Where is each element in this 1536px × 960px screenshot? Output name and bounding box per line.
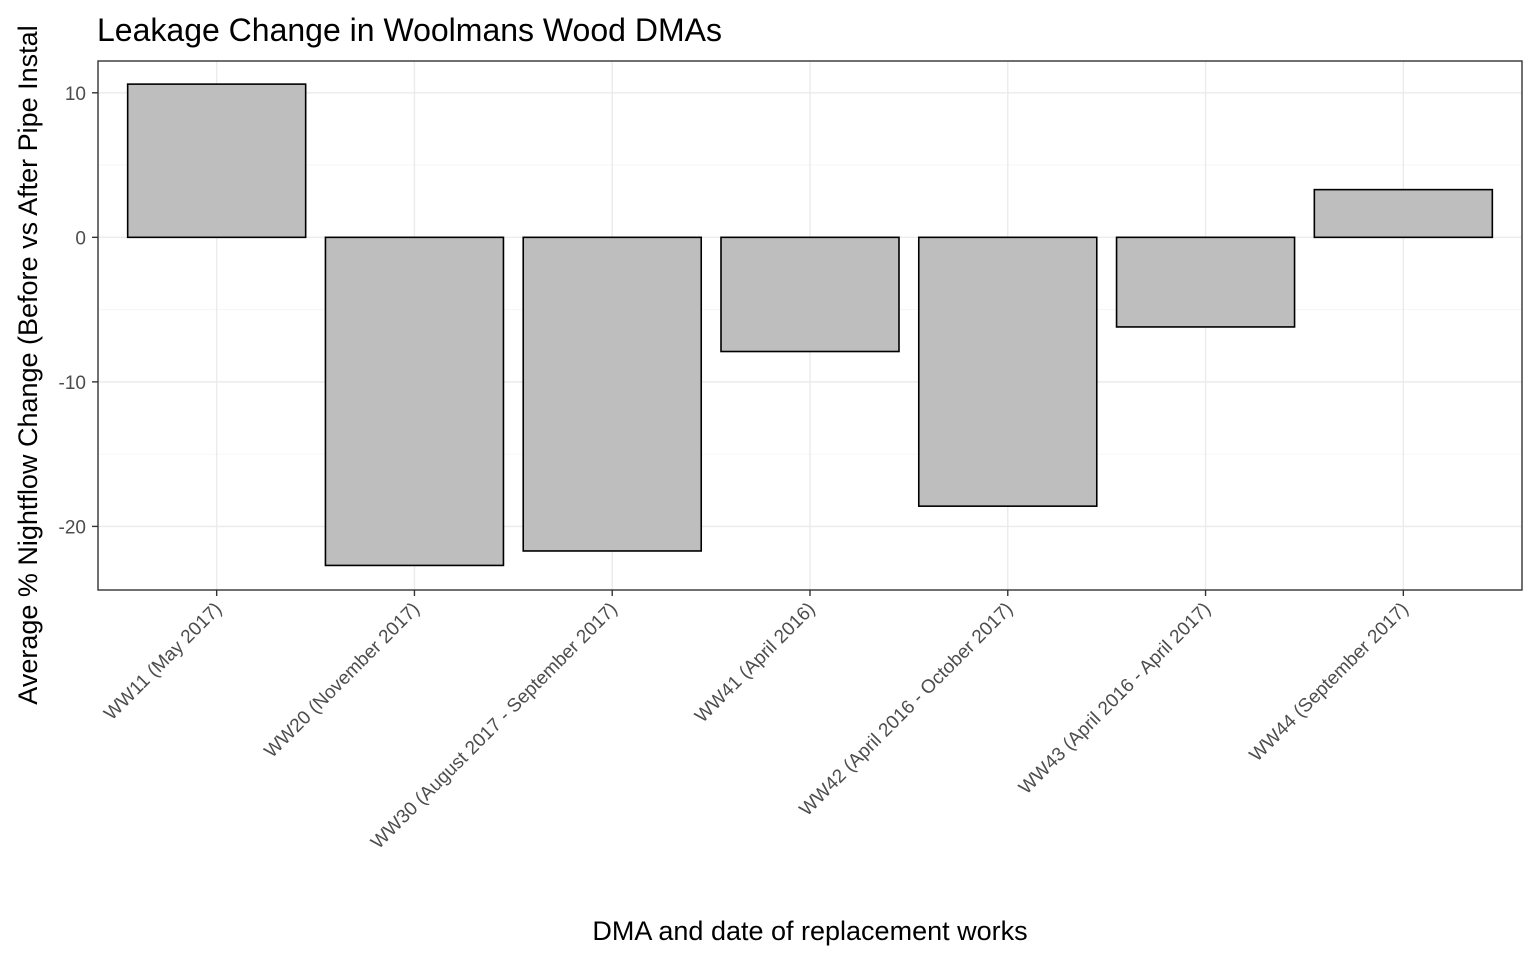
x-tick-label: WW43 (April 2016 - April 2017)	[1015, 599, 1215, 799]
y-axis-title: Average % Nightflow Change (Before vs Af…	[13, 25, 43, 704]
x-tick-label: WW41 (April 2016)	[691, 599, 819, 727]
y-tick-label: -20	[59, 517, 86, 538]
bar-0	[126, 83, 307, 239]
x-tick-label: WW30 (August 2017 - September 2017)	[367, 599, 622, 854]
x-tick-label: WW11 (May 2017)	[100, 599, 226, 725]
x-axis-ticks: WW11 (May 2017) WW20 (November 2017)WW30 …	[100, 590, 1413, 853]
y-tick-label: -10	[59, 373, 86, 394]
bar-3	[720, 236, 900, 353]
bar-1	[324, 236, 505, 567]
bar-5	[1115, 236, 1296, 328]
chart-title: Leakage Change in Woolmans Wood DMAs	[97, 12, 722, 48]
x-tick-label: WW42 (April 2016 - October 2017)	[796, 599, 1018, 821]
bar-4	[917, 236, 1098, 507]
y-tick-label: 10	[65, 84, 86, 105]
y-tick-label: 0	[75, 228, 86, 249]
x-tick-label: WW44 (September 2017)	[1246, 599, 1413, 766]
bar-2	[522, 236, 703, 552]
bars	[126, 83, 1494, 567]
x-axis-title: DMA and date of replacement works	[592, 916, 1027, 946]
bar-6	[1313, 188, 1494, 239]
x-tick-label: WW20 (November 2017)	[261, 599, 424, 762]
y-axis-ticks: -20 -10 0 10	[59, 84, 98, 538]
